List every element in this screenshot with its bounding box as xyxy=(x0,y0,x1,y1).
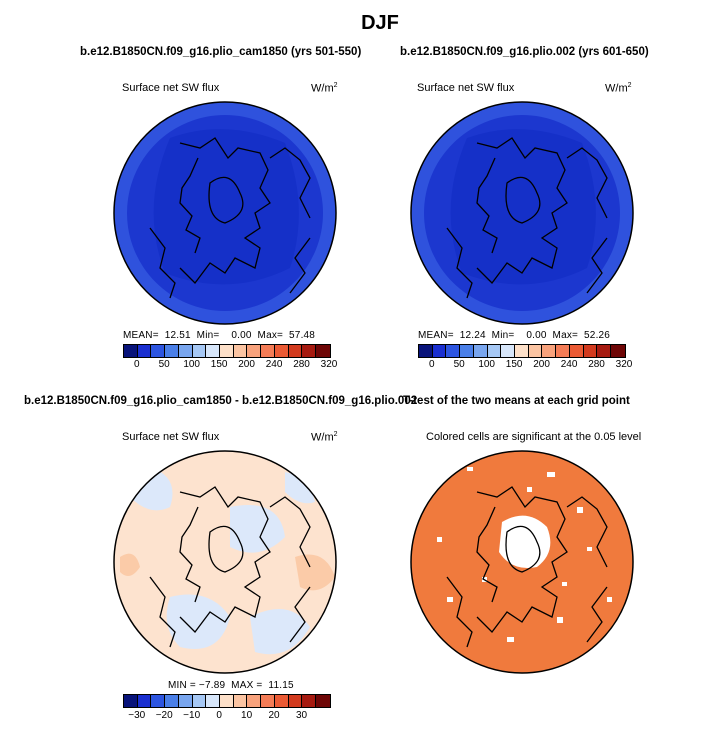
colorbar-cell xyxy=(432,345,447,357)
colorbar-tick-label: −10 xyxy=(183,710,201,721)
colorbar-cell xyxy=(233,345,248,357)
map-panel-2 xyxy=(410,101,634,325)
colorbar-cell xyxy=(165,695,179,707)
panel-4-title: T-test of the two means at each grid poi… xyxy=(403,395,630,407)
colorbar-tick-label: 150 xyxy=(210,359,228,370)
colorbar-cell xyxy=(247,695,262,707)
colorbar-2-ticks: 0 50 100 150 200 240 280 320 xyxy=(418,359,632,371)
colorbar-cell xyxy=(151,695,166,707)
colorbar-cell xyxy=(261,695,275,707)
colorbar-cell xyxy=(220,345,234,357)
colorbar-1 xyxy=(123,344,331,358)
colorbar-cell xyxy=(316,345,330,357)
colorbar-tick-label: −30 xyxy=(128,710,146,721)
colorbar-tick-label: 100 xyxy=(478,359,495,370)
colorbar-cell xyxy=(419,345,433,357)
colorbar-3 xyxy=(123,694,331,708)
panel-1-stats: MEAN= 12.51 Min= 0.00 Max= 57.48 xyxy=(123,330,316,341)
colorbar-cell xyxy=(542,345,557,357)
panel-1-title: b.e12.B1850CN.f09_g16.plio_cam1850 (yrs … xyxy=(80,46,362,58)
colorbar-cell xyxy=(206,695,221,707)
colorbar-tick-label: 30 xyxy=(295,710,308,721)
figure-title: DJF xyxy=(361,12,399,34)
colorbar-cell xyxy=(124,695,138,707)
colorbar-tick-label: 320 xyxy=(320,359,338,370)
colorbar-cell xyxy=(247,345,262,357)
colorbar-cell xyxy=(137,345,152,357)
colorbar-cell xyxy=(165,345,179,357)
colorbar-cell xyxy=(316,695,330,707)
colorbar-cell xyxy=(556,345,570,357)
panel-1-units: W/m2 xyxy=(311,82,338,95)
colorbar-cell xyxy=(302,695,317,707)
panel-2-units: W/m2 xyxy=(605,82,632,95)
panel-2-left-label: Surface net SW flux xyxy=(417,82,515,94)
colorbar-cell xyxy=(446,345,461,357)
colorbar-tick-label: 240 xyxy=(560,359,578,370)
colorbar-cell xyxy=(220,695,234,707)
colorbar-tick-label: 10 xyxy=(241,710,253,721)
colorbar-tick-label: 280 xyxy=(293,359,310,370)
colorbar-cell xyxy=(261,345,275,357)
colorbar-cell xyxy=(501,345,516,357)
panel-2-title: b.e12.B1850CN.f09_g16.plio.002 (yrs 601-… xyxy=(400,46,649,58)
colorbar-tick-label: 200 xyxy=(533,359,550,370)
colorbar-tick-label: 0 xyxy=(428,359,435,370)
panel-4-subtitle: Colored cells are significant at the 0.0… xyxy=(426,431,642,443)
colorbar-tick-label: 20 xyxy=(268,710,280,721)
colorbar-cell xyxy=(137,695,152,707)
colorbar-1-ticks: 0 50 100 150 200 240 280 320 xyxy=(123,359,337,371)
panel-3-title: b.e12.B1850CN.f09_g16.plio_cam1850 - b.e… xyxy=(24,395,418,407)
colorbar-cell xyxy=(178,345,193,357)
colorbar-cell xyxy=(487,345,502,357)
panel-3-left-label: Surface net SW flux xyxy=(122,431,220,443)
colorbar-cell xyxy=(178,695,193,707)
colorbar-cell xyxy=(515,345,529,357)
colorbar-tick-label: 50 xyxy=(158,359,170,370)
colorbar-cell xyxy=(528,345,543,357)
map-panel-3 xyxy=(113,450,337,674)
colorbar-tick-label: 240 xyxy=(265,359,283,370)
colorbar-cell xyxy=(274,695,289,707)
colorbar-tick-label: 320 xyxy=(615,359,633,370)
colorbar-cell xyxy=(597,345,612,357)
colorbar-tick-label: 0 xyxy=(133,359,140,370)
colorbar-tick-label: −20 xyxy=(155,710,173,721)
colorbar-cell xyxy=(611,345,625,357)
colorbar-cell xyxy=(460,345,474,357)
panel-2-stats: MEAN= 12.24 Min= 0.00 Max= 52.26 xyxy=(418,330,611,341)
panel-3-stats: MIN = −7.89 MAX = 11.15 xyxy=(168,680,294,691)
colorbar-tick-label: 100 xyxy=(183,359,200,370)
colorbar-cell xyxy=(233,695,248,707)
colorbar-cell xyxy=(288,695,303,707)
panel-3-units: W/m2 xyxy=(311,431,338,444)
colorbar-tick-label: 200 xyxy=(238,359,255,370)
map-panel-4 xyxy=(410,450,634,674)
colorbar-tick-label: 280 xyxy=(588,359,605,370)
colorbar-3-ticks: −30 −20 −10 0 10 20 30 xyxy=(123,710,329,722)
colorbar-cell xyxy=(151,345,166,357)
panel-1-left-label: Surface net SW flux xyxy=(122,82,220,94)
colorbar-cell xyxy=(192,345,207,357)
colorbar-cell xyxy=(302,345,317,357)
colorbar-cell xyxy=(473,345,488,357)
map-panel-1 xyxy=(113,101,337,325)
colorbar-cell xyxy=(206,345,221,357)
colorbar-cell xyxy=(192,695,207,707)
colorbar-cell xyxy=(583,345,598,357)
colorbar-cell xyxy=(274,345,289,357)
colorbar-tick-label: 150 xyxy=(505,359,523,370)
colorbar-tick-label: 0 xyxy=(216,710,222,721)
colorbar-cell xyxy=(288,345,303,357)
colorbar-cell xyxy=(124,345,138,357)
colorbar-tick-label: 50 xyxy=(453,359,465,370)
colorbar-cell xyxy=(569,345,584,357)
colorbar-2 xyxy=(418,344,626,358)
